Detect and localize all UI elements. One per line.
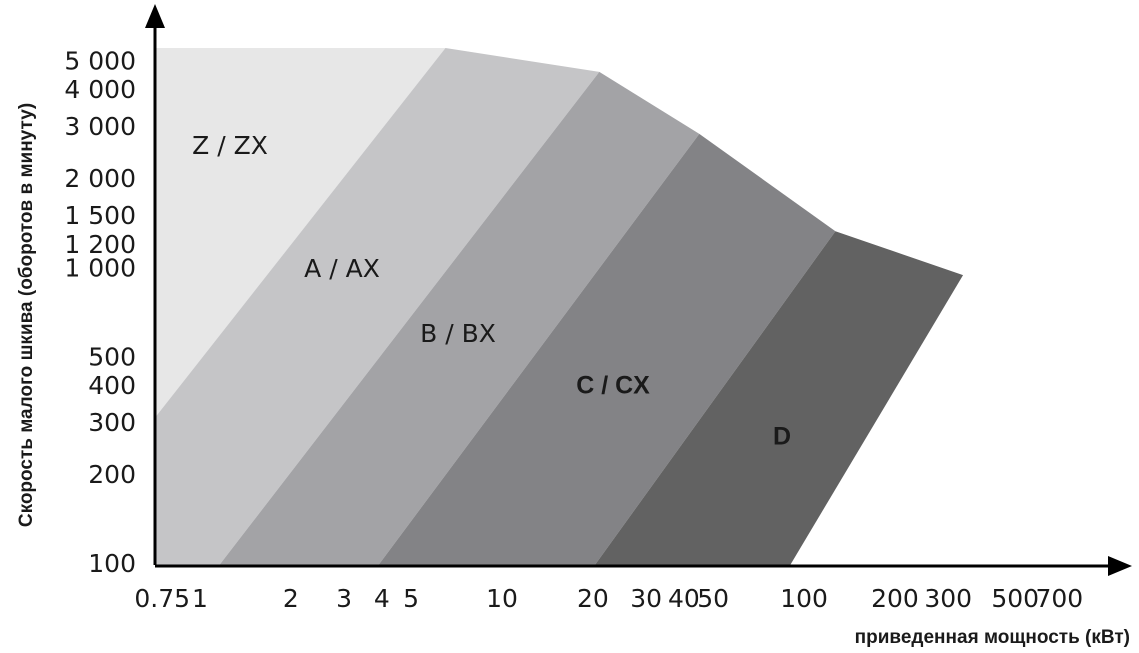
x-tick-label: 200 xyxy=(871,584,919,613)
y-tick-label: 400 xyxy=(88,371,136,400)
y-axis-arrow xyxy=(145,4,165,28)
x-tick-label: 100 xyxy=(780,584,828,613)
region-label: C / CX xyxy=(576,372,650,400)
x-tick-label: 3 xyxy=(336,584,352,613)
y-tick-label: 500 xyxy=(88,342,136,371)
y-tick-label: 300 xyxy=(88,408,136,437)
region xyxy=(378,133,836,565)
region-label: B / BX xyxy=(420,319,496,348)
x-axis-arrow xyxy=(1108,556,1132,576)
y-tick-label: 1 000 xyxy=(64,253,136,282)
region-label: A / AX xyxy=(304,254,380,283)
x-tick-label: 1 xyxy=(192,584,208,613)
y-tick-label: 2 000 xyxy=(64,164,136,193)
y-tick-label: 100 xyxy=(88,549,136,578)
x-tick-label: 40 xyxy=(668,584,700,613)
region-label: D xyxy=(773,423,791,451)
region-label: Z / ZX xyxy=(192,131,268,160)
region xyxy=(155,48,600,565)
x-tick-label: 50 xyxy=(697,584,729,613)
x-tick-label: 2 xyxy=(283,584,299,613)
y-tick-label: 3 000 xyxy=(64,112,136,141)
y-tick-label: 1 500 xyxy=(64,201,136,230)
region xyxy=(594,231,964,565)
y-tick-label: 200 xyxy=(88,460,136,489)
x-tick-label: 5 xyxy=(403,584,419,613)
x-tick-label: 0.75 xyxy=(134,584,190,613)
x-tick-label: 4 xyxy=(374,584,390,613)
x-tick-label: 20 xyxy=(577,584,609,613)
y-tick-label: 4 000 xyxy=(64,75,136,104)
x-tick-label: 500 xyxy=(991,584,1039,613)
x-tick-label: 700 xyxy=(1035,584,1083,613)
x-tick-label: 300 xyxy=(924,584,972,613)
y-axis-title: Скорость малого шкива (оборотов в минуту… xyxy=(16,103,37,527)
x-tick-label: 10 xyxy=(486,584,518,613)
x-axis-title: приведенная мощность (кВт) xyxy=(855,627,1130,648)
y-tick-label: 5 000 xyxy=(64,47,136,76)
x-tick-label: 30 xyxy=(630,584,662,613)
y-tick-label: 1 200 xyxy=(64,230,136,259)
region xyxy=(219,71,700,566)
